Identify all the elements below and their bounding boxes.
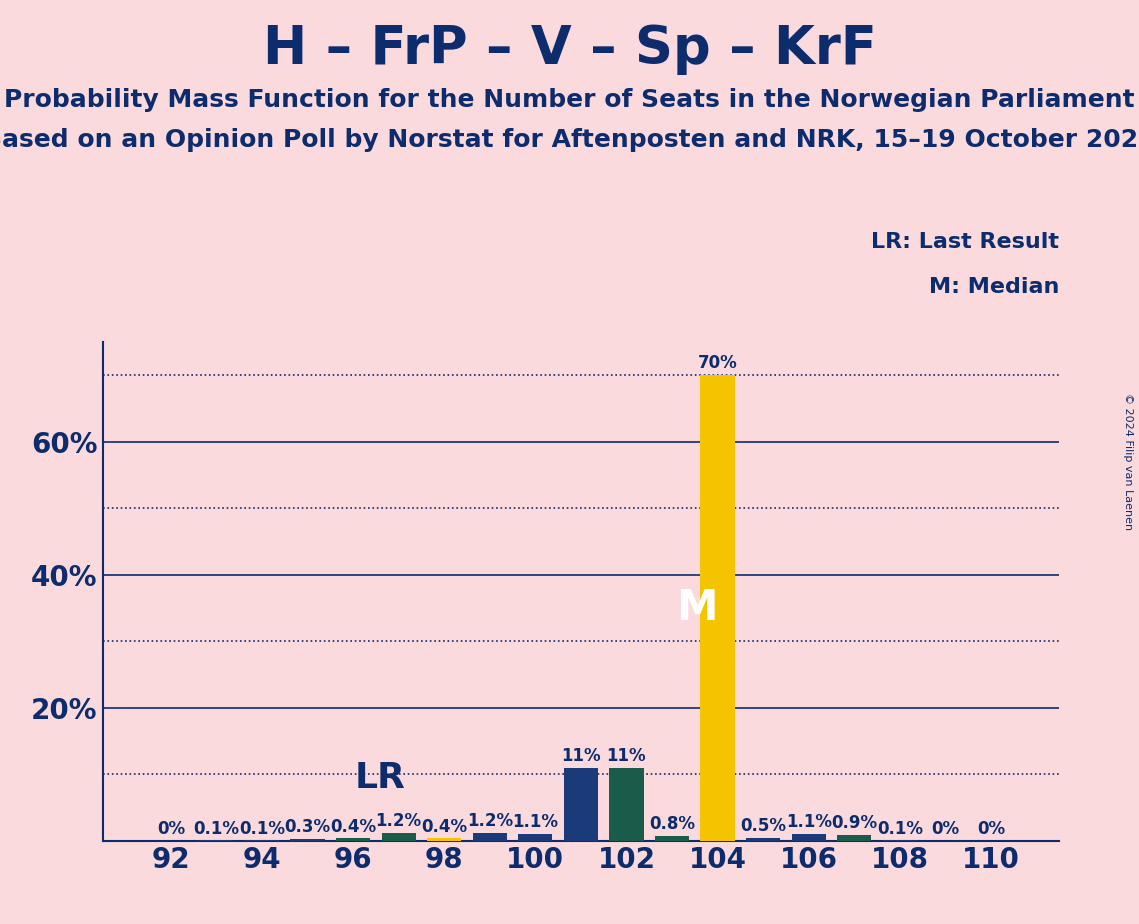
Text: 0%: 0% [977,821,1005,838]
Text: 11%: 11% [607,747,646,765]
Text: 0.5%: 0.5% [740,817,786,835]
Text: 1.1%: 1.1% [513,813,558,831]
Text: 1.2%: 1.2% [376,812,421,830]
Text: 1.1%: 1.1% [786,813,831,831]
Text: Based on an Opinion Poll by Norstat for Aftenposten and NRK, 15–19 October 2024: Based on an Opinion Poll by Norstat for … [0,128,1139,152]
Text: 0.1%: 0.1% [877,820,923,837]
Bar [290,839,325,841]
Text: 0%: 0% [932,821,959,838]
Text: Probability Mass Function for the Number of Seats in the Norwegian Parliament: Probability Mass Function for the Number… [5,88,1134,112]
Text: 0.4%: 0.4% [330,818,376,835]
Text: M: M [677,587,718,629]
Bar [336,838,370,841]
Text: H – FrP – V – Sp – KrF: H – FrP – V – Sp – KrF [263,23,876,75]
Bar [837,835,871,841]
Text: © 2024 Filip van Laenen: © 2024 Filip van Laenen [1123,394,1133,530]
Text: LR: LR [355,760,405,795]
Text: M: Median: M: Median [929,277,1059,297]
Bar [564,768,598,841]
Text: 70%: 70% [698,355,737,372]
Text: 0.9%: 0.9% [831,814,877,833]
Bar [518,833,552,841]
Bar [746,837,780,841]
Text: 0.3%: 0.3% [285,818,330,836]
Text: 0.4%: 0.4% [421,818,467,835]
Bar [382,833,416,841]
Bar [609,768,644,841]
Text: 1.2%: 1.2% [467,812,513,830]
Text: 0.1%: 0.1% [239,820,285,837]
Bar [792,833,826,841]
Text: 0%: 0% [157,821,185,838]
Bar [427,838,461,841]
Text: 11%: 11% [562,747,600,765]
Bar [473,833,507,841]
Bar [700,375,735,841]
Text: 0.1%: 0.1% [194,820,239,837]
Bar [655,835,689,841]
Text: 0.8%: 0.8% [649,815,695,833]
Text: LR: Last Result: LR: Last Result [871,232,1059,252]
